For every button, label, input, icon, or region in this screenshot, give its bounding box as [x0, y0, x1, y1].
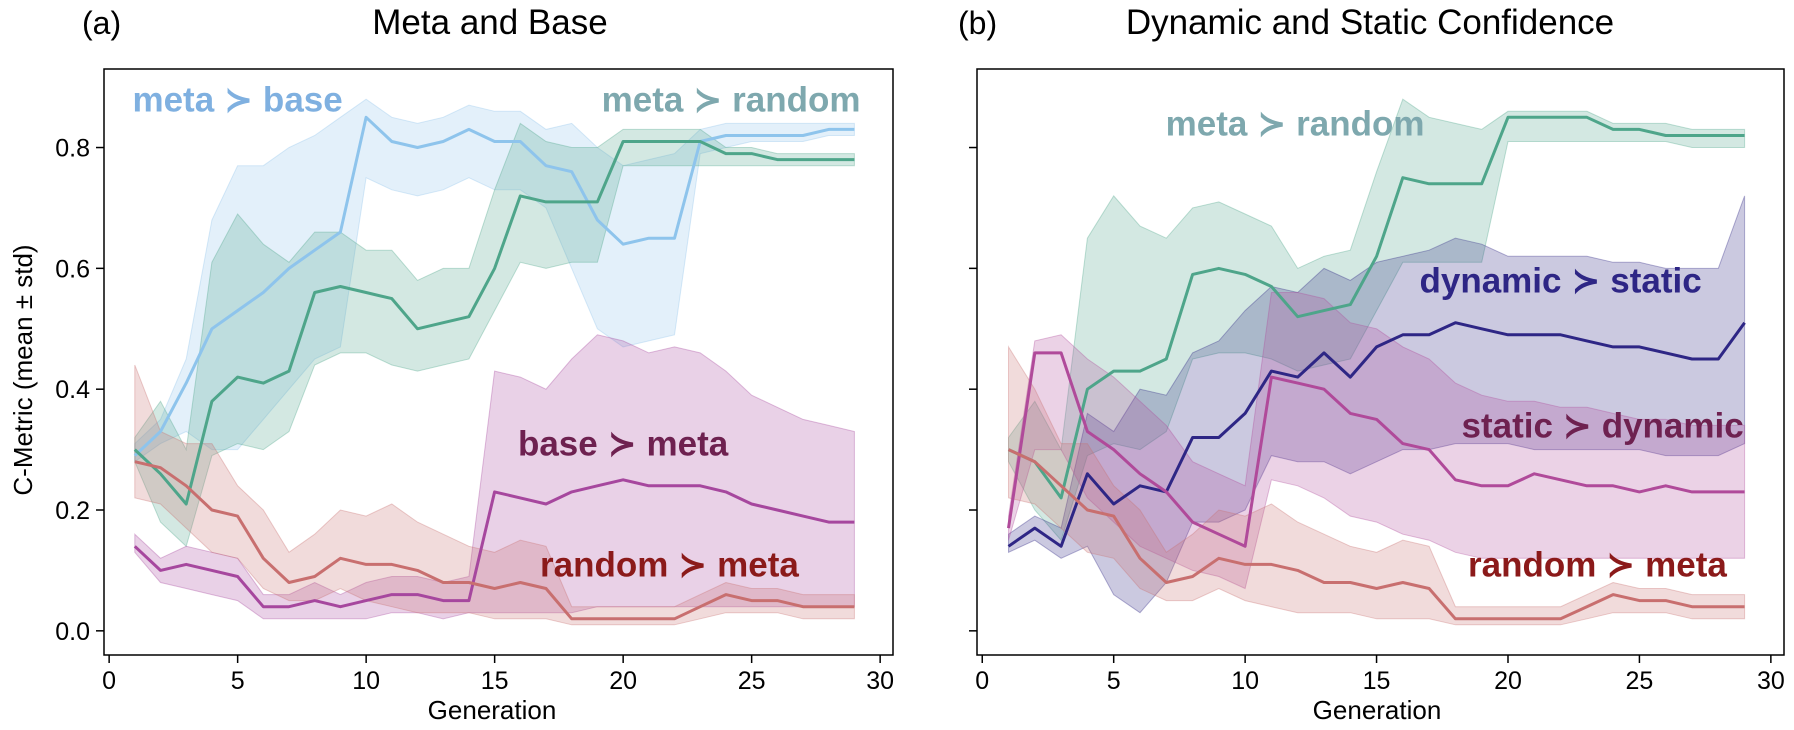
panel-b-line-1: [1007, 321, 1746, 548]
panel-a-band-1: [134, 122, 855, 548]
panel-a-ytick-label-0: 0.0: [55, 618, 90, 646]
panel-a-xtick-label-4: 20: [609, 667, 637, 695]
panel-b-line-0: [1007, 115, 1745, 500]
panel-b-tag: (b): [958, 5, 997, 41]
panel-b-band-2: [1008, 292, 1746, 590]
panel-a: (a) Meta and Base Generation C-Metric (m…: [8, 3, 894, 725]
panel-a-frame: [103, 68, 894, 656]
panel-b-xtick-label-1: 5: [1107, 667, 1121, 695]
panel-b-band-0: [1008, 98, 1746, 542]
panel-a-plot: meta ≻ base meta ≻ random base ≻ meta rando…: [55, 68, 894, 695]
panel-a-band-3: [134, 364, 855, 626]
panel-b-frame: [976, 68, 1785, 656]
panel-a-band-0: [134, 98, 855, 463]
panel-b: (b) Dynamic and Static Confidence Genera…: [958, 3, 1785, 725]
panel-a-xtick-label-5: 25: [738, 667, 766, 695]
panel-b-annotation-1: dynamic ≻ static: [1419, 262, 1701, 301]
panel-b-xtick-label-5: 25: [1626, 667, 1654, 695]
panel-b-xtick-label-6: 30: [1757, 667, 1785, 695]
panel-a-line-2: [133, 478, 855, 609]
panel-a-line-1: [133, 140, 855, 506]
panel-a-title: Meta and Base: [372, 3, 607, 42]
panel-a-xtick-label-3: 15: [481, 667, 509, 695]
panel-a-line-0: [133, 115, 855, 457]
panel-b-xtick-label-0: 0: [975, 667, 989, 695]
panel-a-ytick-label-2: 0.4: [55, 376, 90, 404]
panel-b-band-3: [1008, 345, 1746, 626]
panel-a-ylabel: C-Metric (mean ± std): [8, 244, 38, 495]
panel-a-xtick-label-0: 0: [102, 667, 116, 695]
panel-a-ytick-label-3: 0.6: [55, 255, 90, 283]
panel-b-annotation-3: random ≻ meta: [1468, 546, 1727, 585]
panel-a-tag: (a): [82, 5, 121, 41]
panel-a-annotation-0: meta ≻ base: [132, 80, 342, 119]
panel-b-xtick-label-3: 15: [1363, 667, 1391, 695]
panel-a-annotation-3: random ≻ meta: [540, 546, 799, 585]
panel-b-xtick-label-4: 20: [1494, 667, 1522, 695]
panel-b-line-2: [1007, 351, 1745, 548]
panel-a-ytick-label-4: 0.8: [55, 135, 90, 163]
panel-b-xtick-label-2: 10: [1231, 667, 1259, 695]
panel-b-xlabel: Generation: [1313, 695, 1442, 725]
panel-b-plot: meta ≻ random dynamic ≻ static static ≻ dy…: [969, 68, 1785, 695]
panel-a-xlabel: Generation: [428, 695, 557, 725]
panel-b-band-1: [1008, 195, 1746, 614]
panel-a-xtick-label-1: 5: [231, 667, 245, 695]
panel-a-annotation-1: meta ≻ random: [602, 80, 861, 119]
panel-b-annotation-0: meta ≻ random: [1166, 105, 1425, 144]
panel-a-xtick-label-2: 10: [352, 667, 380, 695]
panel-a-xtick-label-6: 30: [866, 667, 894, 695]
panel-a-ytick-label-1: 0.2: [55, 497, 90, 525]
panel-a-line-3: [134, 460, 855, 621]
panel-b-line-3: [1007, 448, 1745, 621]
panel-b-title: Dynamic and Static Confidence: [1126, 3, 1614, 42]
panel-a-annotation-2: base ≻ meta: [518, 425, 729, 464]
panel-b-annotation-2: static ≻ dynamic: [1461, 407, 1743, 446]
